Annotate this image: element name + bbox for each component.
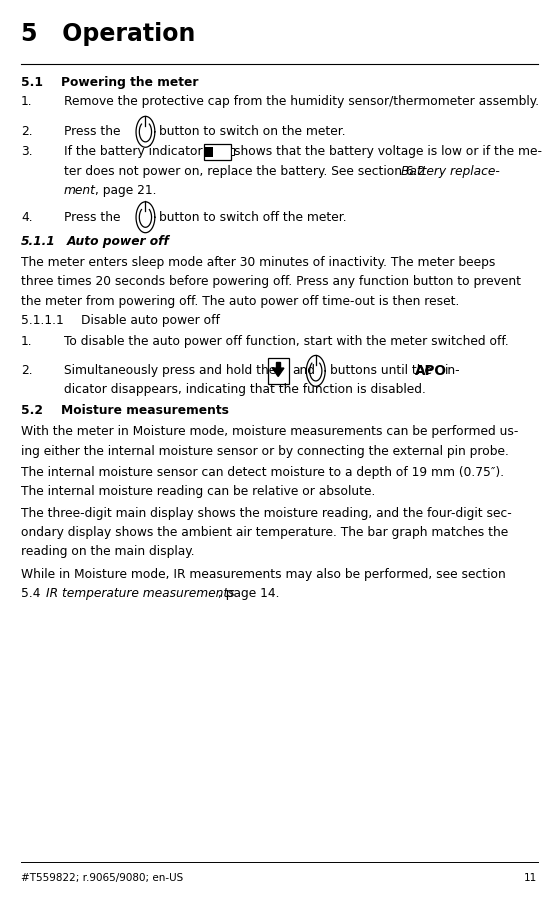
Text: 11: 11 xyxy=(524,873,538,883)
Text: three times 20 seconds before powering off. Press any function button to prevent: three times 20 seconds before powering o… xyxy=(21,275,521,288)
Bar xyxy=(231,148,234,155)
Text: The three-digit main display shows the moisture reading, and the four-digit sec-: The three-digit main display shows the m… xyxy=(21,507,512,520)
Text: APO: APO xyxy=(415,364,447,377)
Text: 2.: 2. xyxy=(21,364,33,376)
Text: 1.: 1. xyxy=(21,335,33,347)
Text: 3.: 3. xyxy=(21,145,33,158)
Text: the meter from powering off. The auto power off time-out is then reset.: the meter from powering off. The auto po… xyxy=(21,295,460,307)
Text: The meter enters sleep mode after 30 minutes of inactivity. The meter beeps: The meter enters sleep mode after 30 min… xyxy=(21,256,495,269)
Text: shows that the battery voltage is low or if the me-: shows that the battery voltage is low or… xyxy=(234,145,542,158)
Text: Battery replace-: Battery replace- xyxy=(401,165,500,177)
Polygon shape xyxy=(276,363,280,368)
Text: Press the: Press the xyxy=(64,211,120,224)
Text: reading on the main display.: reading on the main display. xyxy=(21,545,195,558)
Text: Simultaneously press and hold the: Simultaneously press and hold the xyxy=(64,364,276,376)
Text: , page 21.: , page 21. xyxy=(95,184,156,196)
Text: Remove the protective cap from the humidity sensor/thermometer assembly.: Remove the protective cap from the humid… xyxy=(64,95,539,108)
Text: 5.1: 5.1 xyxy=(21,76,43,89)
Text: 5.1.1: 5.1.1 xyxy=(21,235,56,247)
Text: dicator disappears, indicating that the function is disabled.: dicator disappears, indicating that the … xyxy=(64,383,425,395)
Text: To disable the auto power off function, start with the meter switched off.: To disable the auto power off function, … xyxy=(64,335,508,347)
Text: ment: ment xyxy=(64,184,96,196)
Text: ondary display shows the ambient air temperature. The bar graph matches the: ondary display shows the ambient air tem… xyxy=(21,526,508,539)
Text: Auto power off: Auto power off xyxy=(66,235,169,247)
Polygon shape xyxy=(273,368,284,376)
Text: 4.: 4. xyxy=(21,211,33,224)
Text: 5.4: 5.4 xyxy=(21,587,44,600)
Text: If the battery indicator: If the battery indicator xyxy=(64,145,202,158)
Text: Press the: Press the xyxy=(64,125,120,138)
Text: Moisture measurements: Moisture measurements xyxy=(61,404,229,416)
Text: 5.2: 5.2 xyxy=(21,404,43,416)
Text: With the meter in Moisture mode, moisture measurements can be performed us-: With the meter in Moisture mode, moistur… xyxy=(21,425,518,438)
Text: buttons until the: buttons until the xyxy=(330,364,431,376)
Text: IR temperature measurements: IR temperature measurements xyxy=(46,587,235,600)
Text: button to switch on the meter.: button to switch on the meter. xyxy=(159,125,345,138)
Text: Powering the meter: Powering the meter xyxy=(61,76,199,89)
Text: The internal moisture sensor can detect moisture to a depth of 19 mm (0.75″).: The internal moisture sensor can detect … xyxy=(21,466,504,479)
Text: 1.: 1. xyxy=(21,95,33,108)
Text: ter does not power on, replace the battery. See section 6.2: ter does not power on, replace the batte… xyxy=(64,165,425,177)
Text: and: and xyxy=(292,364,315,376)
Text: ing either the internal moisture sensor or by connecting the external pin probe.: ing either the internal moisture sensor … xyxy=(21,445,509,457)
Text: The internal moisture reading can be relative or absolute.: The internal moisture reading can be rel… xyxy=(21,485,375,498)
Text: 5   Operation: 5 Operation xyxy=(21,22,195,45)
Text: button to switch off the meter.: button to switch off the meter. xyxy=(159,211,346,224)
Bar xyxy=(268,358,289,384)
Text: 2.: 2. xyxy=(21,125,33,138)
Text: While in Moisture mode, IR measurements may also be performed, see section: While in Moisture mode, IR measurements … xyxy=(21,568,506,581)
Text: Disable auto power off: Disable auto power off xyxy=(81,314,220,326)
Bar xyxy=(205,146,213,157)
Text: 5.1.1.1: 5.1.1.1 xyxy=(21,314,64,326)
Text: , page 14.: , page 14. xyxy=(218,587,279,600)
Bar xyxy=(204,145,231,160)
Text: #T559822; r.9065/9080; en-US: #T559822; r.9065/9080; en-US xyxy=(21,873,183,883)
Text: in-: in- xyxy=(445,364,461,376)
